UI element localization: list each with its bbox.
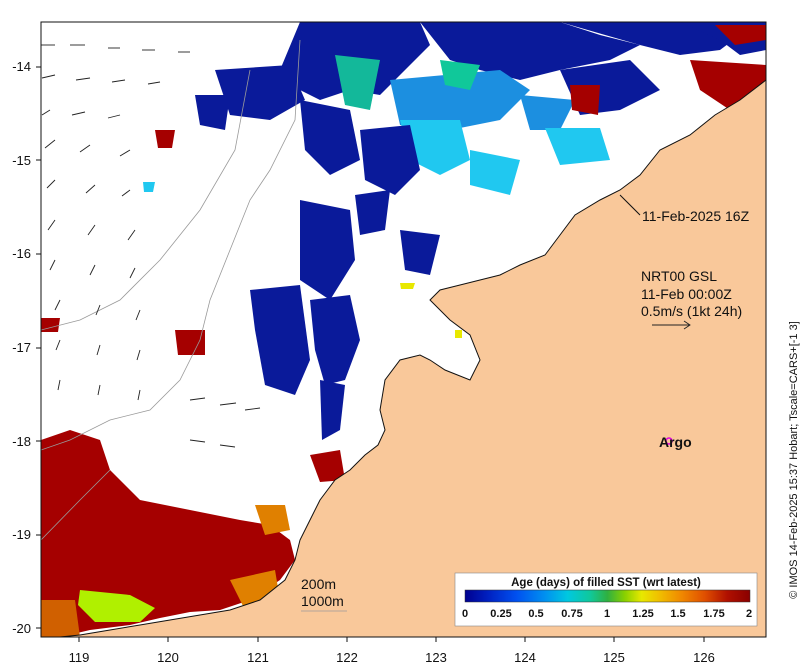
colorbar-tick: 0.25 — [490, 608, 511, 620]
x-tick-label: 119 — [69, 650, 90, 665]
x-tick-label: 120 — [157, 650, 179, 665]
colorbar-tick: 1.5 — [670, 608, 685, 620]
bathymetry-contours — [41, 39, 301, 541]
current-time-label: 11-Feb 00:00Z — [641, 286, 732, 302]
y-tick-label: -17 — [12, 340, 31, 355]
x-tick-label: 125 — [603, 650, 625, 665]
colorbar-tick: 0.75 — [561, 608, 582, 620]
colorbar-tick: 1.25 — [632, 608, 653, 620]
colorbar: Age (days) of filled SST (wrt latest) 0 … — [454, 572, 758, 627]
x-tick-label: 126 — [693, 650, 715, 665]
side-caption: © IMOS 14-Feb-2025 15:37 Hobart; Tscale=… — [788, 321, 800, 599]
argo-label: Argo — [659, 434, 692, 450]
colorbar-tick: 2 — [746, 608, 752, 620]
y-tick-label: -14 — [12, 59, 31, 74]
y-tick-label: -18 — [12, 434, 31, 449]
current-scale-label: 0.5m/s (1kt 24h) — [641, 303, 742, 319]
argo-marker — [665, 437, 673, 445]
x-tick-label: 124 — [514, 650, 536, 665]
track-time-label: 11-Feb-2025 16Z — [642, 208, 750, 224]
colorbar-tick: 0.5 — [528, 608, 543, 620]
colorbar-title: Age (days) of filled SST (wrt latest) — [511, 577, 701, 589]
y-axis: -14 -15 -16 -17 -18 -19 -20 — [12, 59, 41, 636]
x-tick-label: 122 — [336, 650, 358, 665]
y-tick-label: -16 — [12, 246, 31, 261]
sst-patches — [41, 22, 766, 637]
x-tick-label: 123 — [425, 650, 447, 665]
current-source-label: NRT00 GSL — [641, 268, 717, 284]
colorbar-gradient — [464, 589, 751, 603]
current-vectors — [41, 44, 690, 448]
y-tick-label: -15 — [12, 153, 31, 168]
x-axis: 119 120 121 122 123 124 125 126 — [69, 637, 715, 665]
land — [59, 79, 766, 637]
colorbar-tick: 1.75 — [703, 608, 724, 620]
depth-1000-label: 1000m — [301, 593, 344, 609]
y-tick-label: -20 — [12, 621, 31, 636]
track-pointer — [619, 194, 641, 216]
colorbar-tick: 1 — [604, 608, 610, 620]
depth-200-label: 200m — [301, 576, 336, 592]
x-tick-label: 121 — [247, 650, 269, 665]
colorbar-tick: 0 — [462, 608, 468, 620]
plot-border — [40, 21, 767, 638]
y-tick-label: -19 — [12, 527, 31, 542]
